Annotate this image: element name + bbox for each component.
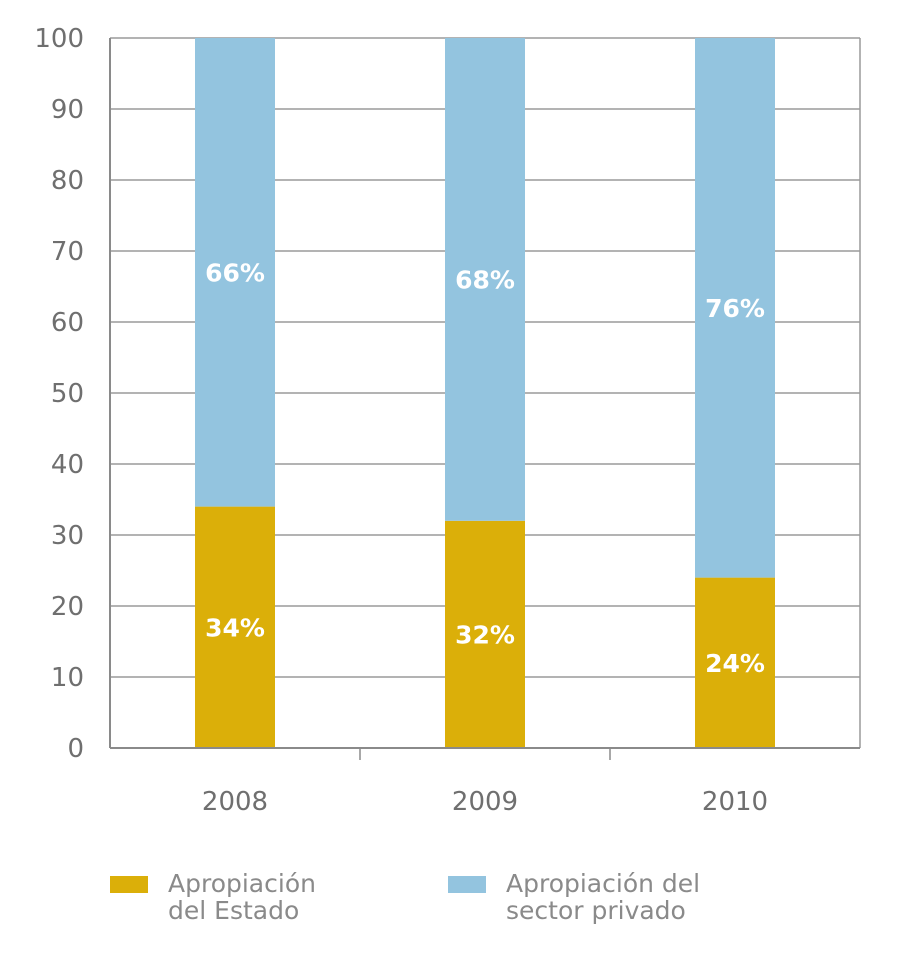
bar-2008-series-0 xyxy=(195,506,275,748)
labels: 0 10 20 30 40 50 60 70 80 90 100 34% 66% 2008 32% 68% 20… xyxy=(34,24,768,817)
bar-2008-series-1 xyxy=(195,38,275,507)
data-label-2008-series-0: 34% xyxy=(205,613,265,642)
bar-2009-series-1 xyxy=(445,38,525,521)
y-tick-label-30: 30 xyxy=(51,521,84,551)
x-tick-label-2010: 2010 xyxy=(702,787,768,817)
x-tick-label-2009: 2009 xyxy=(452,787,518,817)
bars xyxy=(195,38,775,748)
data-label-2010-series-1: 76% xyxy=(705,294,765,323)
bar-2010-series-1 xyxy=(695,38,775,578)
bar-2010-series-0 xyxy=(695,577,775,748)
y-tick-label-40: 40 xyxy=(51,450,84,480)
legend-item-estado: Apropiación del Estado xyxy=(110,870,398,924)
legend-label-privado: Apropiación del sector privado xyxy=(506,869,701,925)
bar-2009-series-0 xyxy=(445,520,525,748)
legend-swatch-privado xyxy=(448,876,486,893)
data-label-2009-series-0: 32% xyxy=(455,620,515,649)
y-tick-label-10: 10 xyxy=(51,663,84,693)
y-tick-label-0: 0 xyxy=(67,734,84,764)
data-label-2010-series-0: 24% xyxy=(705,649,765,678)
legend: Apropiación del Estado Apropiación del s… xyxy=(110,870,736,924)
legend-item-privado: Apropiación del sector privado xyxy=(448,870,736,924)
legend-swatch-estado xyxy=(110,876,148,893)
axes xyxy=(109,38,861,760)
y-tick-label-70: 70 xyxy=(51,237,84,267)
y-tick-label-60: 60 xyxy=(51,308,84,338)
y-tick-label-20: 20 xyxy=(51,592,84,622)
data-label-2009-series-1: 68% xyxy=(455,265,515,294)
y-tick-label-100: 100 xyxy=(34,24,84,54)
legend-label-estado: Apropiación del Estado xyxy=(168,869,316,925)
data-label-2008-series-1: 66% xyxy=(205,258,265,287)
y-tick-label-80: 80 xyxy=(51,166,84,196)
y-tick-label-50: 50 xyxy=(51,379,84,409)
y-tick-label-90: 90 xyxy=(51,95,84,125)
x-tick-label-2008: 2008 xyxy=(202,787,268,817)
